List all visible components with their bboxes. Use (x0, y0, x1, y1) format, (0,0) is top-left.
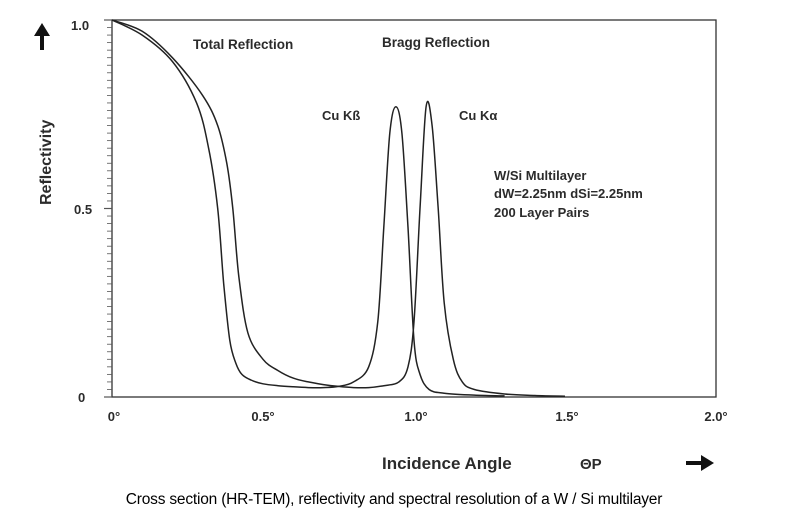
y-tick-label-0: 0 (78, 390, 85, 405)
x-tick-label-0: 0° (108, 409, 120, 424)
x-tick-label-0.5: 0.5° (251, 409, 274, 424)
right-arrow-icon (686, 455, 714, 471)
x-tick-label-1.0: 1.0° (404, 409, 427, 424)
x-tick-label-1.5: 1.5° (555, 409, 578, 424)
reflectivity-chart: 1.0 0.5 0 0° 0.5° 1.0° 1.5° 2.0° Reflect… (34, 18, 728, 473)
series-line-cu-kbeta (111, 19, 505, 397)
y-tick-label-0.5: 0.5 (74, 202, 92, 217)
annotation-sample-line1: W/Si Multilayer (494, 168, 586, 183)
y-axis-title: Reflectivity (38, 120, 55, 205)
series-line-cu-kalpha (111, 19, 566, 397)
annotation-sample-line2: dW=2.25nm dSi=2.25nm (494, 186, 643, 201)
x-axis-title: Incidence Angle (382, 454, 512, 473)
y-axis-minor-ticks (104, 19, 112, 398)
annotation-cu-kbeta: Cu Kß (322, 108, 360, 123)
annotation-bragg-reflection: Bragg Reflection (382, 35, 490, 50)
annotation-sample-line3: 200 Layer Pairs (494, 205, 589, 220)
annotation-total-reflection: Total Reflection (193, 37, 293, 52)
annotation-cu-kalpha: Cu Kα (459, 108, 497, 123)
figure-caption: Cross section (HR-TEM), reflectivity and… (125, 491, 663, 508)
curves (111, 19, 566, 397)
x-axis-symbol: ΘP (580, 456, 602, 473)
y-tick-label-1.0: 1.0 (71, 18, 89, 33)
x-tick-label-2.0: 2.0° (704, 409, 727, 424)
up-arrow-icon (34, 23, 50, 50)
